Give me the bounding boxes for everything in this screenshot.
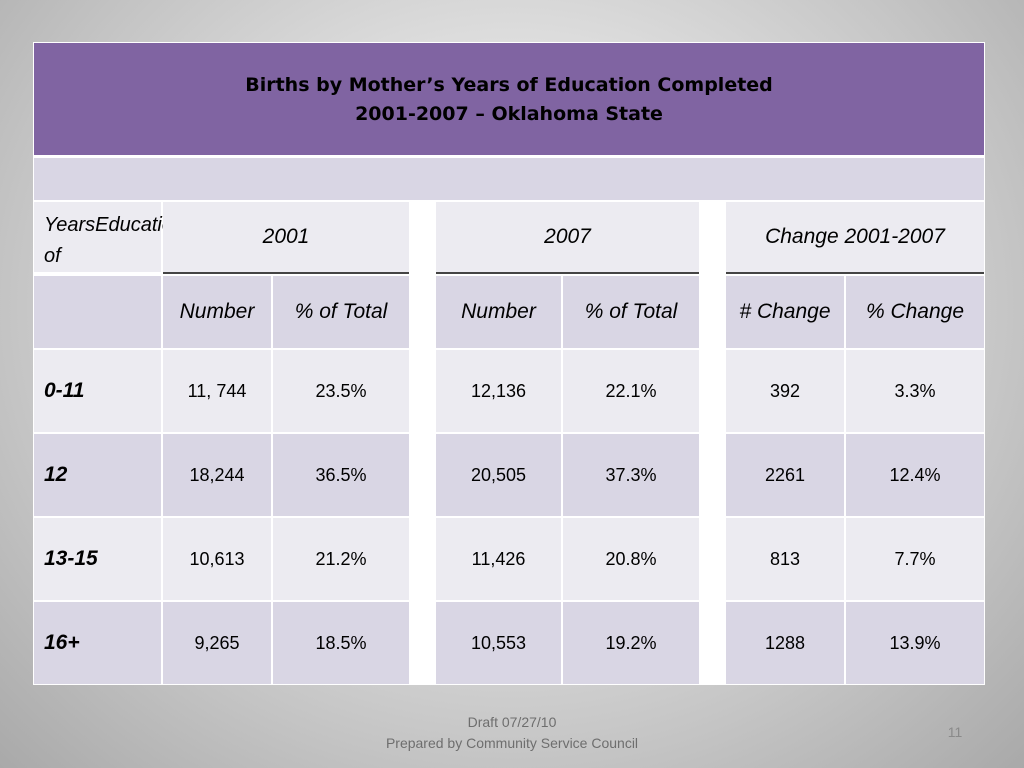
table-title: Births by Mother’s Years of Education Co… [245,74,773,96]
cell-pct-2007: 20.8% [563,518,699,600]
page-number: 11 [947,724,963,740]
row-label: 12 [34,434,161,516]
cell-number-2001: 18,244 [163,434,271,516]
column-gap [701,350,724,432]
cell-num-change: 2261 [726,434,844,516]
column-gap [411,434,434,516]
cell-number-2007: 20,505 [436,434,561,516]
cell-number-2007: 10,553 [436,602,561,684]
row-label: 0-11 [34,350,161,432]
footer-prepared-by: Prepared by Community Service Council [385,735,639,751]
cell-pct-2001: 21.2% [273,518,409,600]
cell-number-2007: 12,136 [436,350,561,432]
column-gap [411,602,434,684]
column-gap [701,518,724,600]
footer-draft-date: Draft 07/27/10 [467,714,557,730]
column-gap [411,202,434,274]
table-title-band: Births by Mother’s Years of Education Co… [34,43,984,155]
group-header-2007: 2007 [436,202,699,274]
cell-number-2001: 9,265 [163,602,271,684]
cell-number-2001: 11, 744 [163,350,271,432]
cell-pct-2001: 36.5% [273,434,409,516]
column-gap [411,276,434,348]
table-subtitle: 2001-2007 – Oklahoma State [355,103,663,125]
subheader-number-2007: Number [436,276,561,348]
cell-pct-change: 13.9% [846,602,984,684]
cell-pct-2007: 22.1% [563,350,699,432]
column-gap [411,518,434,600]
cell-pct-change: 3.3% [846,350,984,432]
corner-header: Years of Education [34,202,184,272]
cell-num-change: 1288 [726,602,844,684]
group-header-change: Change 2001-2007 [726,202,984,274]
row-label: 13-15 [34,518,161,600]
column-gap [701,202,724,274]
subheader-num-change: # Change [726,276,844,348]
cell-number-2007: 11,426 [436,518,561,600]
cell-num-change: 813 [726,518,844,600]
column-gap [701,434,724,516]
cell-pct-2001: 18.5% [273,602,409,684]
spacer-band [34,158,984,200]
cell-pct-change: 12.4% [846,434,984,516]
corner-header-line2: Education [95,214,185,236]
cell-num-change: 392 [726,350,844,432]
subheader-pct-change: % Change [846,276,984,348]
subheader-pct-2007: % of Total [563,276,699,348]
cell-pct-2007: 37.3% [563,434,699,516]
column-gap [701,602,724,684]
subheader-number-2001: Number [163,276,271,348]
cell-pct-2007: 19.2% [563,602,699,684]
column-gap [701,276,724,348]
education-births-table: Births by Mother’s Years of Education Co… [33,42,985,685]
row-label: 16+ [34,602,161,684]
cell-number-2001: 10,613 [163,518,271,600]
cell-pct-change: 7.7% [846,518,984,600]
corner-header-line1: Years of [44,214,96,267]
group-header-2001: 2001 [163,202,409,274]
subheader-pct-2001: % of Total [273,276,409,348]
cell-pct-2001: 23.5% [273,350,409,432]
subheader-corner [34,276,161,348]
column-gap [411,350,434,432]
